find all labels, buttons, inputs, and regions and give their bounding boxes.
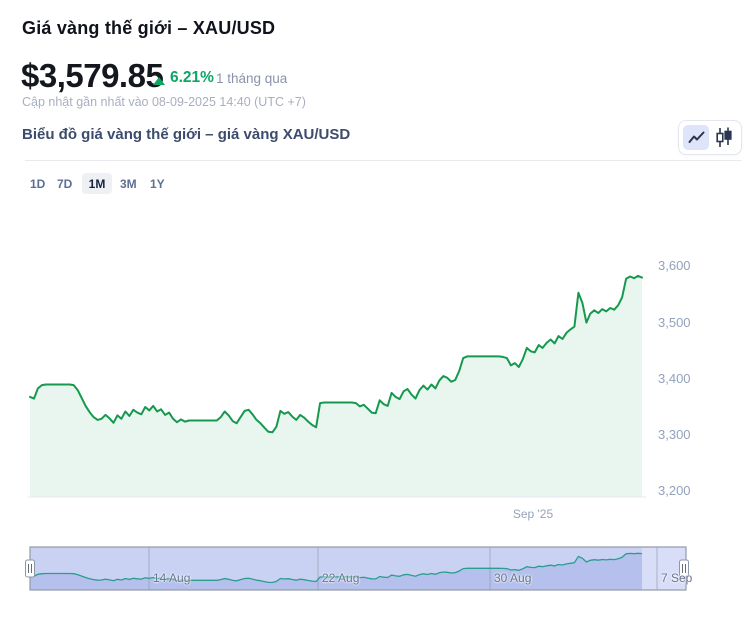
tab-7d[interactable]: 7D (57, 177, 73, 191)
y-axis-tick: 3,400 (658, 370, 691, 386)
candlestick-chart-icon (716, 127, 732, 147)
y-axis-tick: 3,500 (658, 314, 691, 330)
navigator-tick-label: 30 Aug (494, 571, 532, 585)
line-chart-button[interactable] (683, 125, 709, 150)
change-percent: 6.21% (170, 69, 214, 86)
price-area-fill (30, 275, 642, 497)
y-axis-tick: 3,600 (658, 258, 691, 274)
navigator-right-handle[interactable] (679, 559, 689, 578)
x-axis-tick: Sep '25 (512, 507, 554, 521)
last-updated-text: Cập nhật gần nhất vào 08-09-2025 14:40 (… (22, 95, 306, 109)
range-navigator[interactable] (0, 540, 750, 600)
navigator-line-series (29, 552, 643, 584)
navigator-left-handle[interactable] (25, 559, 35, 578)
tab-1y[interactable]: 1Y (150, 177, 165, 191)
page-title: Giá vàng thế giới – XAU/USD (22, 18, 276, 38)
y-axis-tick: 3,200 (658, 483, 691, 499)
price-line-series (29, 274, 643, 434)
price-chart[interactable] (0, 228, 750, 508)
navigator-selected-range[interactable] (30, 547, 642, 590)
line-chart-icon (688, 131, 704, 143)
candlestick-chart-button[interactable] (711, 125, 737, 150)
tab-1m-active[interactable]: 1M (82, 173, 112, 194)
chart-subtitle: Biểu đồ giá vàng thế giới – giá vàng XAU… (22, 126, 351, 143)
triangle-up-icon (153, 77, 165, 85)
chart-type-toggle (678, 120, 742, 155)
tab-1d[interactable]: 1D (30, 177, 46, 191)
section-divider (25, 160, 742, 161)
tab-3m[interactable]: 3M (120, 177, 137, 191)
y-axis-tick: 3,300 (658, 427, 691, 443)
current-price: $3,579.85 (21, 57, 164, 94)
navigator-tick-label: 22 Aug (322, 571, 360, 585)
navigator-tick-label: 14 Aug (153, 571, 191, 585)
navigator-tick-label: 7 Sep (661, 571, 693, 585)
change-period: 1 tháng qua (216, 71, 288, 86)
